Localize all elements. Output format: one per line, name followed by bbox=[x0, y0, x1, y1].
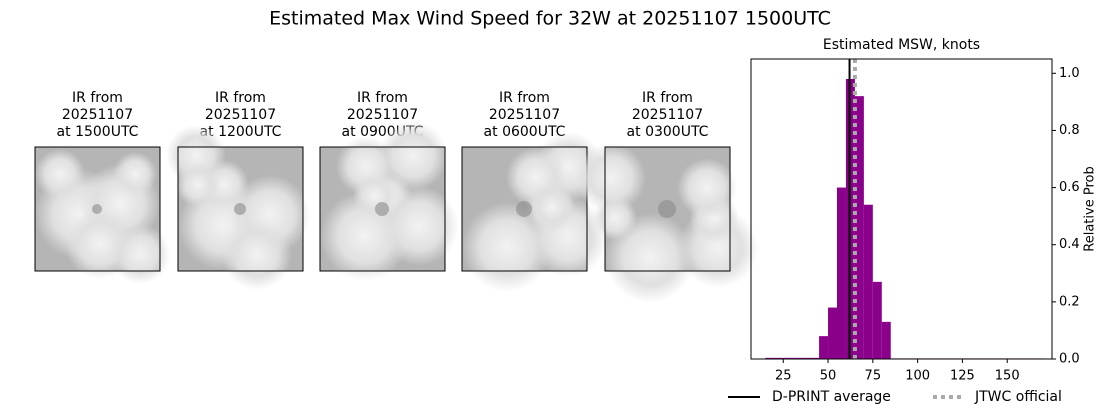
bar bbox=[881, 321, 891, 359]
cloud bbox=[113, 152, 157, 196]
y-tick-label: 0.6 bbox=[1059, 180, 1080, 195]
eye bbox=[375, 202, 389, 216]
plot-frame bbox=[750, 58, 1053, 360]
panel-title: 20251107 bbox=[489, 107, 560, 123]
bar bbox=[792, 357, 802, 359]
panel-title: IR from bbox=[642, 90, 693, 106]
bar bbox=[765, 357, 775, 359]
cloud bbox=[530, 185, 574, 229]
x-tick-label: 100 bbox=[905, 369, 930, 384]
bar bbox=[872, 281, 882, 359]
panel-frame bbox=[34, 146, 161, 272]
cloud bbox=[462, 202, 552, 292]
figure-title: Estimated Max Wind Speed for 32W at 2025… bbox=[269, 8, 831, 30]
panel-frame bbox=[177, 146, 304, 272]
panel-title: 20251107 bbox=[62, 107, 133, 123]
panel-title: IR from bbox=[499, 90, 550, 106]
bar bbox=[783, 357, 793, 359]
panel-title: at 1500UTC bbox=[57, 124, 139, 140]
cloud bbox=[593, 196, 637, 240]
bar bbox=[819, 336, 829, 359]
y-tick-label: 0.0 bbox=[1059, 352, 1080, 367]
panel-title: IR from bbox=[72, 90, 123, 106]
panel-title: 20251107 bbox=[632, 107, 703, 123]
cloud bbox=[222, 220, 292, 290]
x-tick-label: 25 bbox=[775, 369, 792, 384]
eye bbox=[92, 204, 102, 214]
bar bbox=[854, 96, 864, 360]
panel-frame bbox=[319, 146, 446, 272]
eye bbox=[234, 203, 246, 215]
y-tick-label: 0.2 bbox=[1059, 294, 1080, 309]
cloud bbox=[677, 158, 737, 218]
eye bbox=[516, 201, 532, 217]
chart-title: Estimated MSW, knots bbox=[823, 37, 980, 53]
legend-label: JTWC official bbox=[974, 389, 1062, 405]
cloud bbox=[353, 174, 397, 218]
panel-title: IR from bbox=[357, 90, 408, 106]
bar bbox=[810, 357, 820, 359]
eye bbox=[658, 200, 676, 218]
bar bbox=[801, 357, 811, 359]
cloud bbox=[110, 224, 170, 284]
legend-label: D-PRINT average bbox=[772, 389, 891, 405]
y-axis-label: Relative Prob bbox=[1083, 166, 1098, 251]
x-tick-label: 150 bbox=[995, 369, 1020, 384]
bar bbox=[774, 357, 784, 359]
cloud bbox=[35, 149, 85, 199]
cloud bbox=[176, 163, 220, 207]
panel-title: 20251107 bbox=[347, 107, 418, 123]
panel-frame bbox=[461, 146, 588, 272]
bar bbox=[863, 204, 873, 359]
x-tick-label: 50 bbox=[820, 369, 837, 384]
x-tick-label: 75 bbox=[865, 369, 882, 384]
x-tick-label: 125 bbox=[950, 369, 975, 384]
cloud bbox=[576, 143, 646, 213]
panel-title: 20251107 bbox=[205, 107, 276, 123]
y-tick-label: 0.4 bbox=[1059, 237, 1080, 252]
panel-frame bbox=[604, 146, 731, 272]
panel-title: at 1200UTC bbox=[200, 124, 282, 140]
panel-title: at 0600UTC bbox=[484, 124, 566, 140]
bar bbox=[828, 307, 837, 359]
y-tick-label: 1.0 bbox=[1059, 66, 1080, 81]
panel-title: IR from bbox=[215, 90, 266, 106]
y-tick-label: 0.8 bbox=[1059, 123, 1080, 138]
panel-title: at 0300UTC bbox=[627, 124, 709, 140]
bar bbox=[837, 187, 846, 359]
